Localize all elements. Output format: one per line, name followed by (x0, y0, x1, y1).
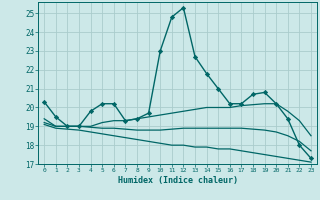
X-axis label: Humidex (Indice chaleur): Humidex (Indice chaleur) (118, 176, 238, 185)
